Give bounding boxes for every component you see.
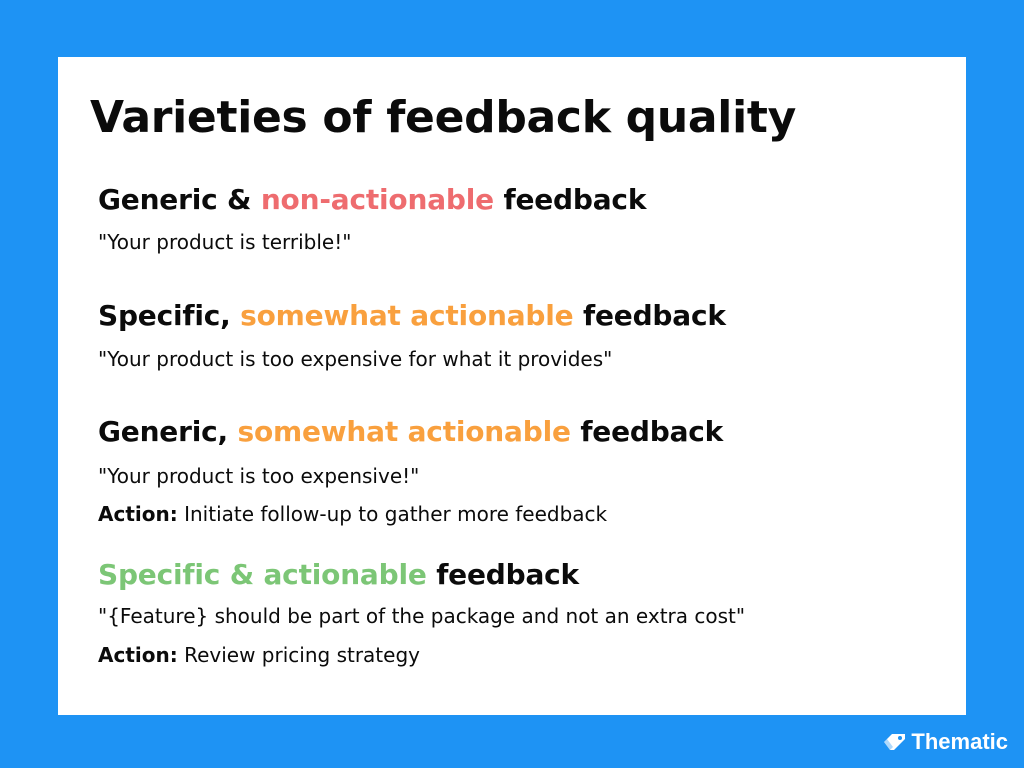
heading-prefix: Generic &	[98, 183, 261, 216]
heading-prefix: Specific,	[98, 299, 241, 332]
feedback-quote: "{Feature} should be part of the package…	[98, 604, 746, 628]
heading-suffix: feedback	[570, 415, 724, 448]
feedback-quote: "Your product is terrible!"	[98, 230, 352, 254]
thematic-tag-icon	[881, 731, 907, 753]
section-heading-specific-actionable: Specific & actionable feedback	[98, 557, 579, 593]
action-text: Review pricing strategy	[177, 643, 420, 667]
heading-suffix: feedback	[426, 558, 579, 591]
heading-highlight: somewhat actionable	[240, 299, 574, 332]
heading-highlight: Specific & actionable	[98, 558, 427, 591]
action-text: Initiate follow-up to gather more feedba…	[177, 502, 608, 526]
feedback-quote: "Your product is too expensive!"	[98, 464, 420, 488]
heading-highlight: non-actionable	[260, 183, 494, 216]
section-heading-generic-somewhat-actionable: Generic, somewhat actionable feedback	[98, 414, 723, 450]
brand-name: Thematic	[911, 729, 1008, 754]
section-heading-generic-non-actionable: Generic & non-actionable feedback	[98, 182, 646, 218]
thematic-logo: Thematic	[881, 728, 1008, 756]
heading-prefix: Generic,	[98, 415, 238, 448]
page-title: Varieties of feedback quality	[90, 92, 796, 143]
section-heading-specific-somewhat-actionable: Specific, somewhat actionable feedback	[98, 298, 726, 334]
action-line: Action: Initiate follow-up to gather mor…	[98, 500, 607, 528]
action-line: Action: Review pricing strategy	[98, 641, 420, 669]
action-label: Action:	[98, 643, 178, 667]
action-label: Action:	[98, 502, 178, 526]
heading-suffix: feedback	[493, 183, 647, 216]
feedback-quote: "Your product is too expensive for what …	[98, 347, 613, 371]
heading-suffix: feedback	[573, 299, 726, 332]
heading-highlight: somewhat actionable	[237, 415, 571, 448]
content-card	[58, 57, 966, 715]
